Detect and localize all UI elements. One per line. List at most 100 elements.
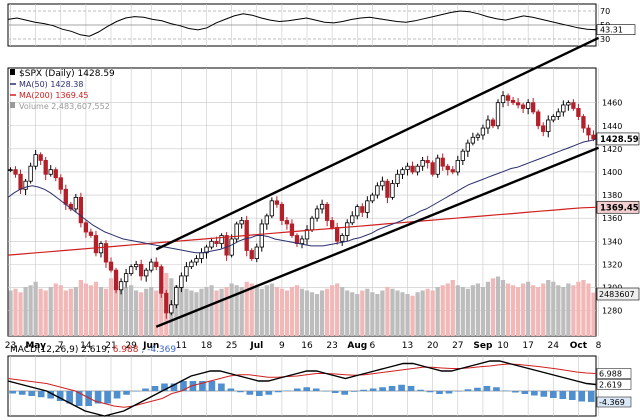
macd-histogram-bar [180, 381, 187, 391]
candle-body [214, 240, 219, 244]
candle-body [194, 258, 199, 263]
volume-bar [78, 280, 83, 336]
macd-histogram-bar [398, 384, 405, 391]
volume-bar [289, 287, 295, 336]
candle-body [249, 250, 254, 260]
volume-bar [144, 288, 149, 336]
volume-bar [244, 281, 249, 336]
legend-label: Volume 2,483,607,552 [19, 102, 110, 111]
candle-body [113, 269, 119, 291]
macd-title: MACD(12,26,9) 2.619, 6.988 , -4.369 [10, 345, 176, 355]
candle-body [510, 99, 516, 104]
volume-bar [400, 292, 405, 336]
x-axis-label: 25 [226, 341, 237, 351]
macd-histogram-bar [483, 386, 491, 391]
macd-histogram-bar [341, 391, 348, 395]
candle-body [239, 220, 244, 225]
volume-bar [118, 283, 124, 336]
macd-title-part: MACD(12,26,9) [10, 345, 81, 355]
volume-bar [450, 280, 455, 336]
x-axis-label: 24 [548, 341, 560, 351]
volume-bar [319, 290, 325, 336]
candle-body [350, 215, 355, 224]
rsi-line [7, 10, 597, 37]
candle-body [284, 220, 290, 225]
candle-body [480, 127, 486, 136]
candle-body [133, 263, 139, 268]
candle-body [440, 157, 445, 167]
volume-bar [274, 287, 279, 336]
macd-histogram-bar [379, 387, 386, 391]
last-price-label: 1428.59 [600, 135, 639, 145]
x-axis-label: Sep [473, 341, 493, 351]
macd-histogram-bar [445, 391, 453, 394]
candle-body [184, 266, 189, 277]
volume-bar [566, 283, 571, 336]
candle-body [500, 95, 506, 104]
volume-bar [395, 290, 400, 336]
candle-body [118, 281, 124, 291]
volume-bar [149, 287, 154, 336]
volume-bar [63, 290, 68, 336]
volume-bar [123, 287, 129, 336]
x-axis-label: 10 [497, 341, 509, 351]
candle-body [586, 127, 591, 136]
x-axis-label: 9 [279, 341, 285, 351]
candle-body [541, 125, 546, 132]
candle-body [420, 160, 425, 167]
candle-body [515, 102, 521, 106]
candle-body [400, 169, 405, 175]
volume-bar [480, 287, 486, 336]
x-axis-label: 11 [176, 341, 187, 351]
volume-bar [455, 285, 460, 336]
volume-bar [445, 283, 450, 336]
x-axis-label: 14 [80, 341, 92, 351]
volume-bar [83, 283, 89, 336]
candle-body [304, 229, 310, 240]
candle-body [505, 95, 511, 101]
volume-bar [73, 287, 78, 336]
volume-bar [254, 287, 259, 336]
volume-bar [129, 285, 134, 336]
volume-bar [470, 285, 475, 336]
candle-body [314, 208, 320, 219]
candle-body [88, 231, 94, 236]
candle-body [566, 102, 571, 106]
candle-body [23, 180, 28, 190]
volume-bar [314, 294, 320, 336]
price-tick-label: 1280 [602, 307, 622, 316]
candle-body [571, 102, 576, 109]
macd-histogram-bar [37, 391, 45, 398]
candle-body [108, 261, 114, 271]
candle-body [551, 116, 556, 121]
ma50-line [7, 138, 597, 254]
macd-histogram-bar [66, 391, 73, 404]
macd-histogram-bar [123, 391, 130, 395]
volume-bar [360, 290, 365, 336]
candle-body [274, 200, 280, 205]
candle-body [581, 116, 586, 129]
macd-histogram-bar [227, 388, 235, 391]
candle-body [83, 222, 89, 233]
x-axis-label: 18 [201, 341, 213, 351]
volume-bar [330, 285, 335, 336]
candle-body [269, 200, 275, 217]
x-axis-label: 7 [58, 341, 64, 351]
macd-histogram-bar [208, 381, 216, 391]
macd-histogram-bar [47, 391, 54, 399]
volume-bar [28, 285, 33, 336]
volume-bar [279, 288, 285, 336]
candle-body [470, 136, 476, 144]
candle-body [279, 203, 285, 221]
macd-histogram-bar [85, 391, 92, 406]
volume-bar [174, 285, 179, 336]
volume-bar [390, 288, 395, 336]
macd-histogram-bar [18, 391, 26, 395]
volume-bar [531, 285, 536, 336]
macd-histogram-bar [568, 391, 576, 400]
volume-bar [43, 290, 48, 336]
candle-body [164, 292, 169, 314]
volume-bar [335, 283, 340, 336]
candle-body [43, 160, 48, 175]
volume-bar [410, 295, 415, 336]
